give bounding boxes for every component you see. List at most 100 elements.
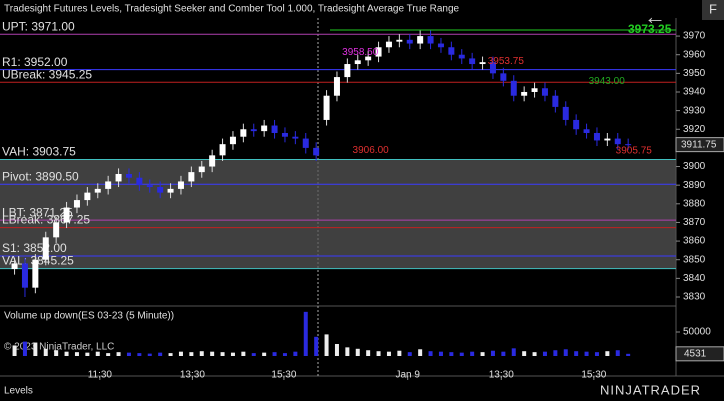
level-label: LBT: 3871.25 — [2, 205, 73, 219]
level-label: S1: 3852.00 — [2, 241, 67, 255]
level-label: R1: 3952.00 — [2, 55, 68, 69]
candle-body — [562, 106, 569, 120]
last-price-tag — [675, 137, 724, 153]
back-arrow[interactable]: ← — [644, 4, 666, 29]
volume-bar — [126, 352, 131, 356]
y-tick-label: 3900 — [683, 161, 706, 172]
volume-bar — [355, 348, 360, 356]
volume-bar — [386, 351, 391, 356]
volume-bar — [397, 350, 402, 356]
candle-body — [136, 177, 143, 186]
volume-bar — [345, 347, 350, 356]
candle-body — [427, 36, 434, 44]
volume-bar — [262, 352, 267, 356]
candle-body — [94, 188, 101, 193]
volume-bar — [282, 353, 287, 356]
candle-body — [521, 91, 528, 96]
volume-bar — [584, 351, 589, 356]
candle-body — [344, 64, 351, 78]
last-volume-label: 4531 — [684, 348, 707, 359]
volume-bar — [168, 353, 173, 356]
candle-body — [510, 80, 517, 96]
candle-body — [177, 181, 184, 189]
y-tick-label: 3960 — [683, 49, 706, 60]
x-tick-label: 13:30 — [489, 370, 514, 381]
candle-body — [385, 41, 392, 48]
volume-bar — [74, 352, 79, 356]
y-tick-label: 3970 — [683, 31, 706, 42]
volume-bar — [334, 344, 339, 356]
f-button[interactable] — [702, 0, 724, 20]
volume-bar — [147, 353, 152, 356]
volume-bar — [303, 311, 308, 356]
volume-bar — [574, 351, 579, 356]
volume-bar — [314, 336, 319, 356]
volume-bar — [553, 350, 558, 356]
volume-bar — [594, 352, 599, 356]
candle-body — [489, 62, 496, 74]
volume-bar — [137, 353, 142, 356]
volume-bar — [178, 351, 183, 356]
volume-tick-label: 50000 — [683, 327, 711, 338]
volume-bar — [43, 348, 48, 356]
volume-bar — [407, 352, 412, 356]
tab-label[interactable]: Levels — [4, 386, 33, 397]
volume-bar — [116, 352, 121, 356]
volume-bar — [54, 350, 59, 356]
volume-bar — [615, 350, 620, 356]
volume-bar — [230, 352, 235, 356]
candle-body — [73, 200, 80, 208]
candle-body — [292, 136, 299, 139]
volume-bar — [438, 351, 443, 356]
volume-bar — [324, 334, 329, 356]
volume-bar — [12, 345, 17, 356]
f-button-label[interactable]: F — [709, 1, 717, 16]
volume-bar — [95, 351, 100, 356]
level-label: UBreak: 3945.25 — [2, 67, 92, 81]
volume-bar — [199, 351, 204, 356]
candle-body — [53, 222, 60, 238]
volume-bar — [220, 352, 225, 356]
volume-bar — [22, 341, 27, 356]
volume-bar — [449, 352, 454, 356]
candle-body — [406, 39, 413, 44]
candle-body — [375, 47, 382, 57]
volume-bar — [501, 351, 506, 356]
candle-body — [583, 129, 590, 133]
candle-body — [32, 259, 39, 288]
x-tick-label: 15:30 — [581, 370, 606, 381]
x-tick-label: 11:30 — [88, 370, 113, 381]
x-tick-label: Jan 9 — [395, 370, 420, 381]
y-tick-label: 3890 — [683, 180, 706, 191]
candle-body — [271, 125, 278, 133]
volume-bar — [480, 352, 485, 356]
last-price-label: 3911.75 — [681, 139, 717, 150]
candle-body — [42, 237, 49, 260]
x-tick-label: 15:30 — [271, 370, 296, 381]
volume-bar — [272, 352, 277, 356]
candle-body — [219, 144, 226, 156]
candle-body — [84, 192, 91, 201]
volume-bar — [470, 351, 475, 356]
candle-body — [188, 172, 195, 182]
candle-body — [437, 43, 444, 48]
y-tick-label: 3830 — [683, 292, 706, 303]
volume-bar — [490, 350, 495, 356]
candle-body — [479, 62, 486, 65]
candle-body — [21, 263, 28, 288]
volume-bar — [85, 352, 90, 356]
level-label: LBreak: 3867.25 — [2, 213, 90, 227]
y-tick-label: 3920 — [683, 124, 706, 135]
candle-body — [105, 181, 112, 189]
candle-body — [552, 95, 559, 107]
candle-body — [417, 36, 424, 44]
candle-body — [229, 136, 236, 145]
volume-bar — [563, 349, 568, 356]
target-label: 3973.25 — [628, 22, 672, 36]
candle-body — [125, 173, 132, 178]
y-tick-label: 3950 — [683, 68, 706, 79]
volume-bar — [542, 351, 547, 356]
candle-body — [625, 144, 632, 146]
level-label: Pivot: 3890.50 — [2, 169, 79, 183]
candle-body — [500, 73, 507, 81]
